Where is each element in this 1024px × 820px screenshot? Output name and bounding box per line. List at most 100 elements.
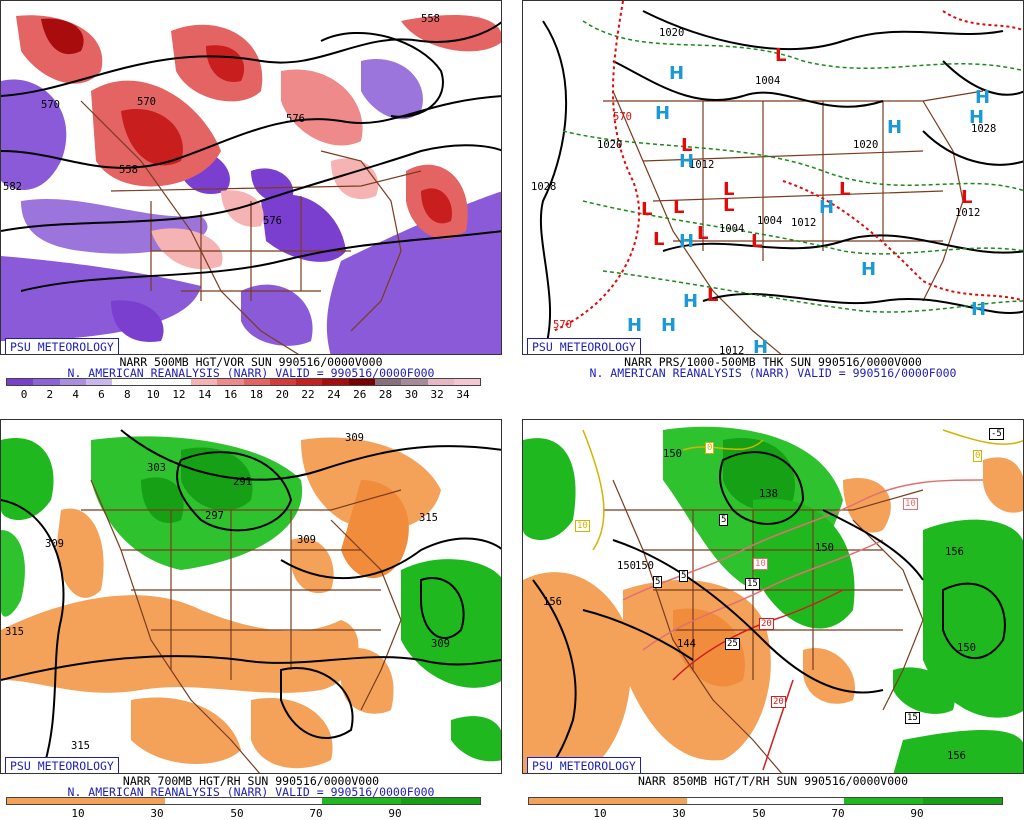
rh-colorbar: [528, 797, 1003, 805]
low-pressure-icon: L: [707, 285, 719, 306]
high-pressure-icon: H: [975, 87, 991, 108]
panel-title: NARR 700MB HGT/RH SUN 990516/0000V000: [122, 774, 380, 788]
low-pressure-icon: L: [673, 197, 685, 218]
temperature-label: 25: [725, 638, 740, 650]
isobar-label: 1004: [757, 215, 783, 227]
temperature-label: 0: [973, 450, 983, 462]
tick-label: 4: [72, 388, 79, 401]
colorbar-swatch: [374, 379, 402, 385]
colorbar-swatch: [164, 379, 191, 385]
tick-label: 22: [301, 388, 315, 401]
contour-label: 315: [71, 740, 90, 752]
high-pressure-icon: H: [819, 197, 835, 218]
temperature-label: 15: [745, 578, 760, 590]
high-pressure-icon: H: [655, 103, 671, 124]
colorbar-swatch: [190, 379, 218, 385]
tick-label: 0: [20, 388, 28, 401]
colorbar-swatch: [322, 379, 349, 385]
colorbar-swatch: [269, 379, 297, 385]
contour-label: 315: [419, 512, 438, 524]
isobar-label: 1012: [719, 345, 745, 355]
tick-label: 10: [146, 388, 160, 401]
colorbar-ticks: 10 30 50 70 90: [0, 807, 502, 820]
colorbar-swatch: [296, 379, 323, 385]
high-pressure-icon: H: [969, 107, 985, 128]
tick-label: 34: [456, 388, 470, 401]
colorbar-swatch: [243, 379, 270, 385]
panel-subtitle: N. AMERICAN REANALYSIS (NARR) VALID = 99…: [589, 366, 957, 380]
contour-label: 156: [543, 596, 562, 608]
isobar-label: 1020: [597, 139, 623, 151]
contour-label: 309: [431, 638, 450, 650]
temperature-label: 10: [753, 558, 768, 570]
psu-meteorology-badge: PSU METEOROLOGY: [527, 338, 641, 354]
high-pressure-icon: H: [753, 337, 769, 355]
colorbar-swatch: [217, 379, 244, 385]
panel-subtitle: N. AMERICAN REANALYSIS (NARR) VALID = 99…: [67, 366, 435, 380]
contour-label: 570: [137, 96, 156, 108]
rh-field: [1, 420, 501, 773]
colorbar-swatch: [427, 379, 454, 385]
high-pressure-icon: H: [679, 231, 695, 252]
colorbar-ticks: 0 2 4 6 8 10 12 14 16 18 20 22 24 26 28 30 32 34: [0, 388, 502, 401]
contour-label: 150: [815, 542, 834, 554]
contour-label: 144: [677, 638, 696, 650]
tick-label: 8: [123, 388, 131, 401]
contour-label: 576: [286, 113, 305, 125]
isobar-label: 1028: [531, 181, 557, 193]
temperature-rh-field: [523, 420, 1023, 773]
tick-label: 2: [46, 388, 54, 401]
tick-label: 50: [230, 807, 244, 820]
panel-700mb-rh: 309 303 291 297 309 315 309 315 309 315 …: [0, 419, 502, 820]
contour-label: 570: [41, 99, 60, 111]
map-850mb: 150 156 150 138 150 156 150 144 156 150 …: [522, 419, 1024, 774]
psu-meteorology-badge: PSU METEOROLOGY: [5, 338, 119, 354]
temperature-label: 5: [719, 514, 729, 526]
colorbar-swatch: [453, 379, 481, 385]
colorbar-swatch: [59, 379, 86, 385]
high-pressure-icon: H: [971, 299, 987, 320]
map-pressure: 1020 1004 1028 1020 1020 1012 1028 1004 …: [522, 0, 1024, 355]
contour-label: 297: [205, 510, 224, 522]
colorbar-swatch: [348, 379, 375, 385]
panel-subtitle: N. AMERICAN REANALYSIS (NARR) VALID = 99…: [67, 785, 435, 799]
tick-label: 26: [353, 388, 367, 401]
contour-label: 138: [759, 488, 778, 500]
colorbar-swatch: [138, 379, 165, 385]
high-pressure-icon: H: [679, 151, 695, 172]
psu-meteorology-badge: PSU METEOROLOGY: [5, 757, 119, 773]
contour-label: 558: [421, 13, 440, 25]
temperature-label: -5: [989, 428, 1004, 440]
isobar-label: 1012: [955, 207, 981, 219]
contour-label: 309: [297, 534, 316, 546]
panel-title: NARR 500MB HGT/VOR SUN 990516/0000V000: [119, 355, 383, 369]
isobar-label: 1012: [791, 217, 817, 229]
tick-label: 10: [71, 807, 85, 820]
contour-label: 156: [947, 750, 966, 762]
contour-label: 156: [945, 546, 964, 558]
tick-label: 90: [388, 807, 402, 820]
contour-label: 150: [663, 448, 682, 460]
contour-label: 558: [119, 164, 138, 176]
contour-label: 582: [3, 181, 22, 193]
contour-label: 309: [345, 432, 364, 444]
low-pressure-icon: L: [723, 195, 735, 216]
high-pressure-icon: H: [627, 315, 643, 336]
psu-meteorology-badge: PSU METEOROLOGY: [527, 757, 641, 773]
high-pressure-icon: H: [861, 259, 877, 280]
isobar-label: 1020: [853, 139, 879, 151]
colorbar-swatch: [33, 379, 60, 385]
isobar-label: 1004: [755, 75, 781, 87]
tick-label: 18: [249, 388, 264, 401]
low-pressure-icon: L: [681, 135, 693, 156]
panel-500mb-vorticity: 570 558 570 582 576 558 576 PSU METEOROL…: [0, 0, 502, 401]
colorbar-swatch: [401, 379, 428, 385]
contour-label: 315: [5, 626, 24, 638]
temperature-label: 20: [771, 696, 786, 708]
colorbar-swatch: [7, 379, 34, 385]
temperature-label: 5: [679, 570, 689, 582]
panel-850mb-t-rh: 150 156 150 138 150 156 150 144 156 150 …: [522, 419, 1024, 820]
temperature-label: 15: [905, 712, 920, 724]
thickness-label: 570: [613, 111, 632, 123]
high-pressure-icon: H: [661, 315, 677, 336]
